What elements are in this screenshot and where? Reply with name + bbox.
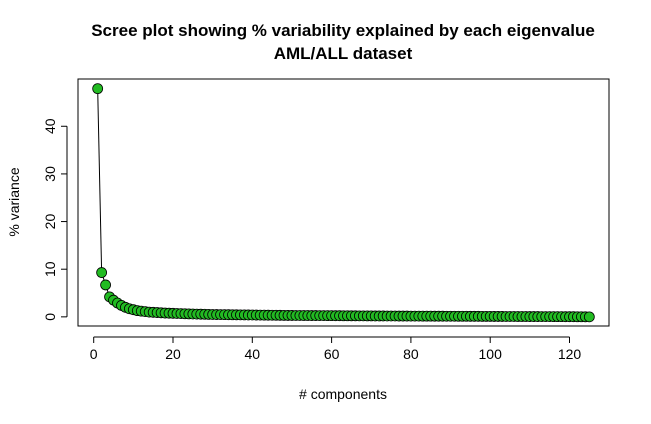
chart-title: Scree plot showing % variability explain… bbox=[91, 21, 595, 40]
y-axis: 0 10 20 30 40 bbox=[42, 118, 68, 321]
y-tick-label: 30 bbox=[42, 166, 58, 182]
data-point bbox=[96, 267, 108, 278]
x-tick-label: 120 bbox=[558, 346, 582, 362]
series-line bbox=[97, 88, 590, 318]
x-tick-label: 20 bbox=[165, 346, 181, 362]
x-tick-label: 100 bbox=[479, 346, 503, 362]
data-point bbox=[100, 279, 111, 291]
data-point bbox=[583, 311, 595, 323]
x-tick-label: 80 bbox=[403, 346, 419, 362]
chart-subtitle: AML/ALL dataset bbox=[274, 44, 413, 63]
x-tick-label: 60 bbox=[324, 346, 340, 362]
data-point bbox=[92, 83, 104, 95]
x-tick-label: 40 bbox=[245, 346, 261, 362]
y-axis-label: % variance bbox=[6, 167, 22, 236]
x-tick-label: 0 bbox=[90, 346, 98, 362]
x-axis: 0 20 40 60 80 100 120 bbox=[90, 336, 582, 362]
series-points bbox=[92, 83, 595, 323]
y-tick-label: 40 bbox=[42, 118, 58, 134]
x-axis-label: # components bbox=[299, 386, 387, 402]
y-tick-label: 0 bbox=[42, 313, 58, 321]
y-tick-label: 10 bbox=[42, 261, 58, 277]
plot-frame bbox=[77, 78, 610, 327]
y-tick-label: 20 bbox=[42, 214, 58, 230]
